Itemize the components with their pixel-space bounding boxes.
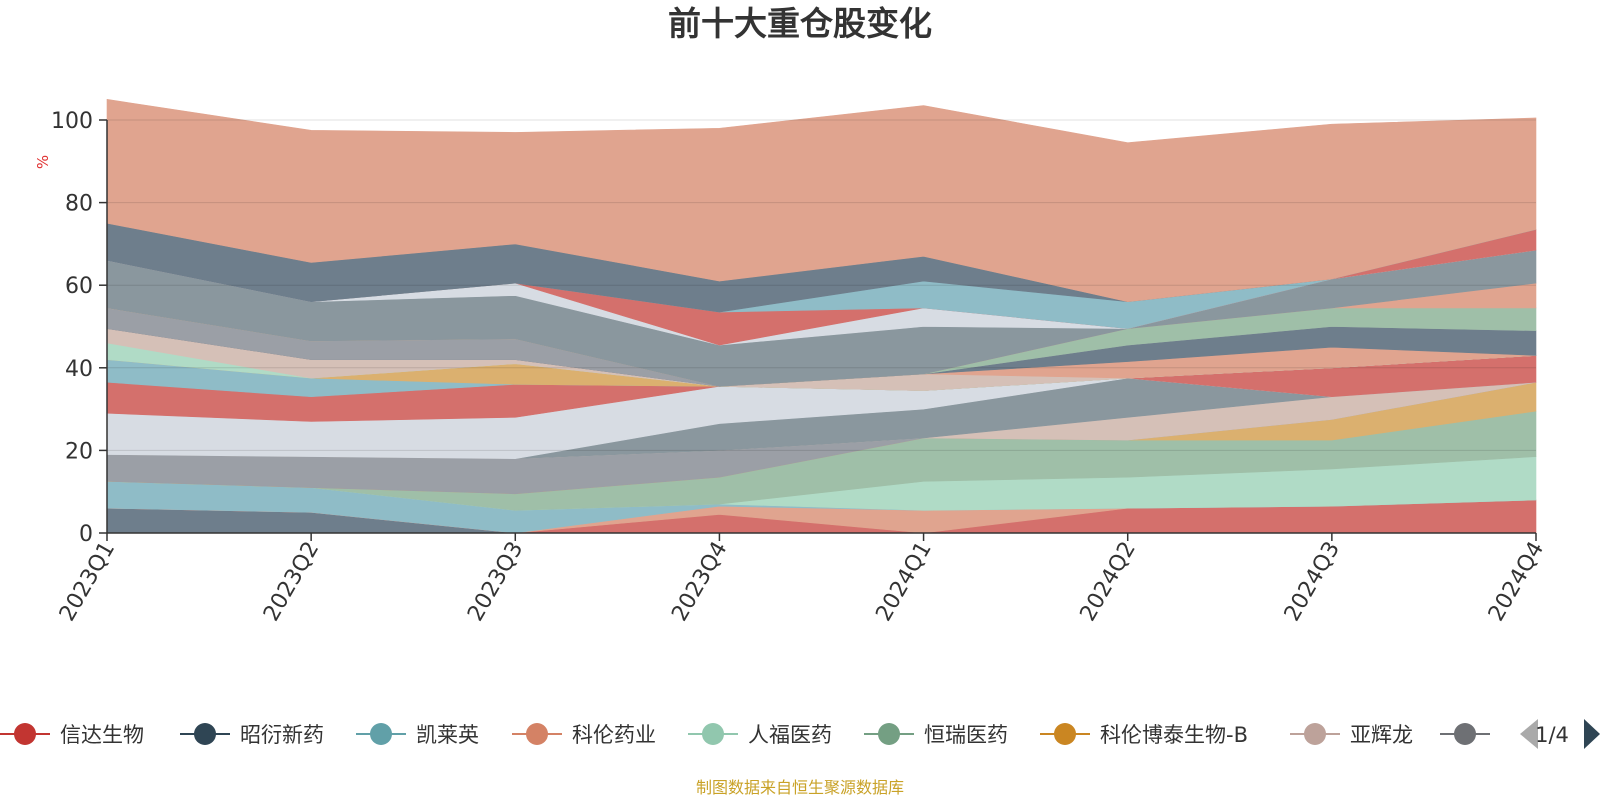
legend-marker-icon	[526, 723, 548, 745]
chart-title: 前十大重仓股变化	[668, 4, 932, 43]
legend-label: 昭衍新药	[240, 723, 324, 747]
legend-marker-icon	[1304, 723, 1326, 745]
legend-item-9[interactable]	[1440, 723, 1490, 745]
legend-marker-icon	[194, 723, 216, 745]
area-series-27	[106, 99, 1537, 303]
legend-marker-icon	[702, 723, 724, 745]
x-tick-label-2023Q1: 2023Q1	[55, 538, 120, 626]
x-tick-label-2024Q2: 2024Q2	[1076, 538, 1141, 626]
legend-label: 科伦药业	[572, 723, 656, 747]
legend-item-2[interactable]: 昭衍新药	[180, 723, 324, 747]
axes	[99, 119, 1537, 541]
data-source-footer: 制图数据来自恒生聚源数据库	[696, 778, 904, 797]
legend-marker-icon	[878, 723, 900, 745]
y-tick-label-40: 40	[65, 357, 93, 382]
legend-item-7[interactable]: 科伦博泰生物-B	[1040, 723, 1248, 747]
x-tick-label-2024Q4: 2024Q4	[1484, 538, 1549, 626]
legend-label: 亚辉龙	[1350, 723, 1413, 747]
y-tick-label-100: 100	[51, 109, 93, 134]
legend-item-6[interactable]: 恒瑞医药	[864, 723, 1008, 747]
legend-prev-page-icon[interactable]	[1520, 719, 1538, 749]
legend-marker-icon	[1454, 723, 1476, 745]
legend-item-5[interactable]: 人福医药	[688, 723, 832, 747]
x-tick-label-2024Q1: 2024Q1	[871, 538, 936, 626]
legend-marker-icon	[1054, 723, 1076, 745]
legend-item-4[interactable]: 科伦药业	[512, 723, 656, 747]
y-tick-labels: 0 20 40 60 80 100	[51, 109, 93, 547]
legend[interactable]: 信达生物 昭衍新药 凯莱英 科伦药业 人福医药 恒瑞医药 科伦博泰生物-B 亚辉龙	[0, 723, 1490, 747]
legend-marker-icon	[14, 723, 36, 745]
y-axis-label: %	[34, 155, 52, 169]
x-tick-label-2023Q3: 2023Q3	[463, 538, 528, 626]
y-tick-label-20: 20	[65, 439, 93, 464]
y-tick-label-0: 0	[79, 522, 93, 547]
y-tick-label-60: 60	[65, 274, 93, 299]
legend-item-1[interactable]: 信达生物	[0, 723, 144, 747]
legend-label: 科伦博泰生物-B	[1100, 723, 1248, 747]
legend-page-indicator: 1/4	[1535, 723, 1569, 747]
area-layers	[106, 99, 1537, 534]
legend-item-8[interactable]: 亚辉龙	[1290, 723, 1413, 747]
x-tick-label-2023Q2: 2023Q2	[259, 538, 324, 626]
legend-next-page-icon[interactable]	[1584, 719, 1600, 749]
legend-label: 人福医药	[748, 723, 832, 747]
y-tick-label-80: 80	[65, 192, 93, 217]
legend-label: 恒瑞医药	[924, 723, 1008, 747]
legend-marker-icon	[370, 723, 392, 745]
x-tick-label-2023Q4: 2023Q4	[667, 538, 732, 626]
legend-label: 凯莱英	[416, 723, 479, 747]
legend-item-3[interactable]: 凯莱英	[356, 723, 479, 747]
x-tick-labels: 2023Q1 2023Q2 2023Q3 2023Q4 2024Q1 2024Q2 2024…	[55, 538, 1549, 626]
x-tick-label-2024Q3: 2024Q3	[1280, 538, 1345, 626]
legend-pager[interactable]: 1/4	[1520, 719, 1600, 749]
legend-label: 信达生物	[60, 723, 144, 747]
